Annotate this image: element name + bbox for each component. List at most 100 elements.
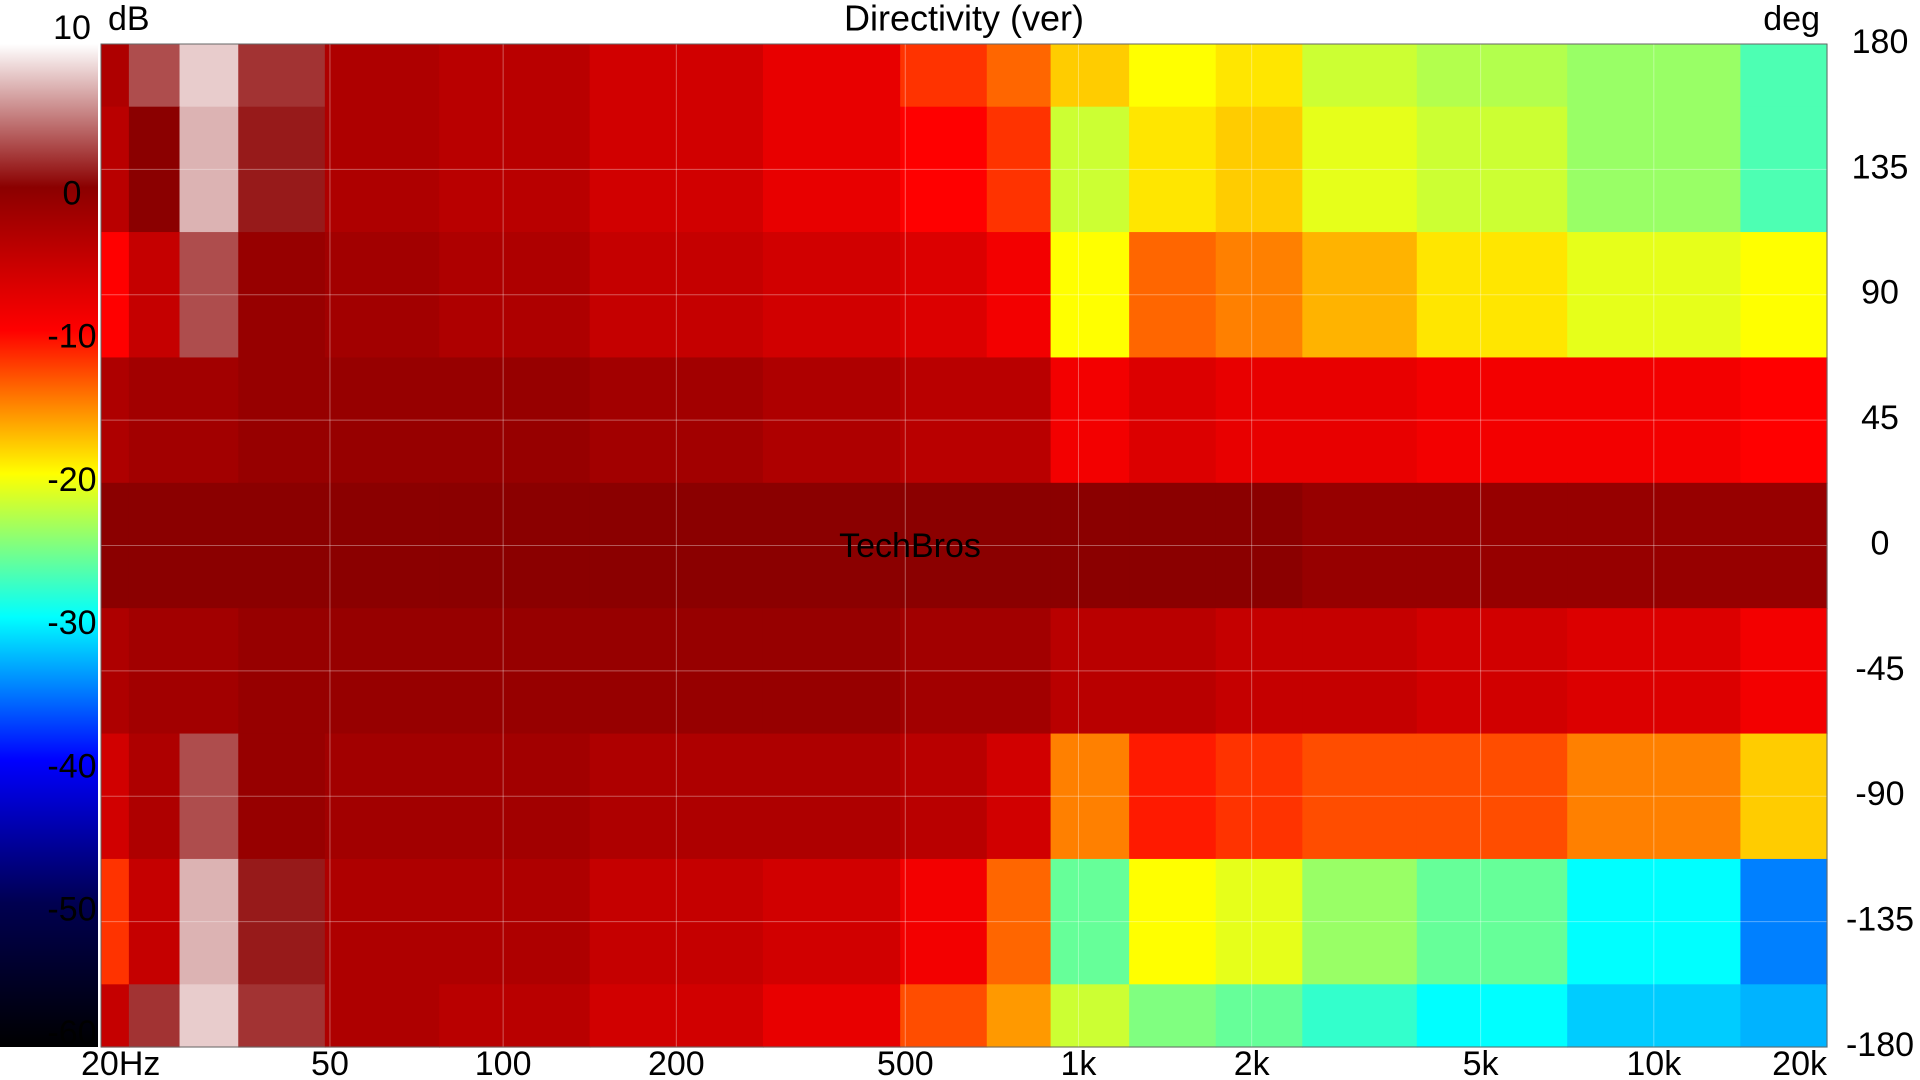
heat-cell — [324, 733, 440, 860]
heat-cell — [589, 984, 764, 1048]
heat-cell — [1302, 608, 1418, 735]
y-tick-label: 45 — [1861, 399, 1899, 437]
heat-cell — [128, 984, 181, 1048]
colorbar-tick-label: -50 — [47, 891, 96, 929]
heat-cell — [128, 357, 181, 484]
heat-cell — [1050, 608, 1130, 735]
heat-cell — [986, 733, 1052, 860]
heat-cell — [238, 733, 326, 860]
heat-cell — [589, 106, 764, 233]
heat-cell — [179, 482, 239, 609]
heat-cell — [1215, 44, 1303, 108]
heat-cell — [324, 44, 440, 108]
heat-cell — [238, 608, 326, 735]
heat-cell — [179, 858, 239, 985]
heat-cell — [762, 482, 901, 609]
x-tick-label: 20Hz — [81, 1045, 160, 1080]
heat-cell — [1050, 44, 1130, 108]
heat-cell — [900, 608, 988, 735]
heat-cell — [1050, 232, 1130, 359]
heat-cell — [1416, 232, 1568, 359]
heat-cell — [762, 357, 901, 484]
y-tick-label: 180 — [1852, 23, 1909, 61]
heat-cell — [439, 106, 591, 233]
heat-cell — [1567, 733, 1742, 860]
y-tick-label: -180 — [1846, 1026, 1914, 1064]
heat-cell — [1567, 858, 1742, 985]
heat-cell — [101, 608, 130, 735]
heat-cell — [179, 733, 239, 860]
heat-cell — [238, 858, 326, 985]
y-tick-label: -45 — [1855, 650, 1904, 688]
heat-cell — [1567, 106, 1742, 233]
heat-cell — [179, 608, 239, 735]
heat-cell — [1050, 733, 1130, 860]
colorbar-tick-label: -10 — [47, 318, 96, 356]
heat-cell — [128, 608, 181, 735]
heat-cell — [1740, 984, 1828, 1048]
heat-cell — [1050, 357, 1130, 484]
x-tick-label: 10k — [1626, 1045, 1682, 1080]
heat-cell — [128, 232, 181, 359]
heat-cell — [324, 608, 440, 735]
heat-cell — [324, 232, 440, 359]
heat-cell — [439, 733, 591, 860]
heat-cell — [1740, 608, 1828, 735]
heat-cell — [238, 482, 326, 609]
chart-title: Directivity (ver) — [844, 0, 1084, 39]
heat-cell — [1416, 608, 1568, 735]
heat-cell — [179, 984, 239, 1048]
heat-cell — [1416, 106, 1568, 233]
heat-cell — [128, 106, 181, 233]
heat-cell — [1416, 482, 1568, 609]
heat-cell — [1416, 357, 1568, 484]
heat-cell — [1302, 984, 1418, 1048]
heat-cell — [1416, 858, 1568, 985]
heat-cell — [1215, 357, 1303, 484]
heat-cell — [900, 858, 988, 985]
y-tick-label: -135 — [1846, 901, 1914, 939]
x-tick-label: 1k — [1061, 1045, 1098, 1080]
heat-cell — [1129, 44, 1217, 108]
heat-cell — [900, 44, 988, 108]
heat-cell — [762, 608, 901, 735]
x-tick-label: 5k — [1463, 1045, 1500, 1080]
x-tick-label: 200 — [648, 1045, 705, 1080]
heat-cell — [439, 232, 591, 359]
heat-cell — [439, 357, 591, 484]
heat-cell — [101, 106, 130, 233]
heat-cell — [101, 733, 130, 860]
heat-cell — [128, 44, 181, 108]
heat-cell — [900, 733, 988, 860]
overlay: 20Hz 50 100 200 500 1k 2k 5k 10k 20k 180 135 90 45 0 -4… — [81, 23, 1914, 1080]
y-tick-label: 90 — [1861, 274, 1899, 312]
heat-cell — [1740, 232, 1828, 359]
heat-cell — [439, 608, 591, 735]
heat-cell — [101, 858, 130, 985]
heat-cell — [1129, 232, 1217, 359]
heat-cell — [1129, 858, 1217, 985]
y-axis-unit: deg — [1763, 0, 1820, 38]
heat-cell — [101, 984, 130, 1048]
colorbar-tick-label: -30 — [47, 604, 96, 642]
heat-cell — [589, 733, 764, 860]
heat-cell — [324, 858, 440, 985]
heat-cell — [986, 608, 1052, 735]
colorbar-tick-label: 10 — [53, 9, 91, 47]
heat-cell — [238, 44, 326, 108]
x-tick-label: 100 — [475, 1045, 532, 1080]
heat-cell — [439, 858, 591, 985]
heat-cell — [900, 482, 988, 609]
heat-cell — [1740, 106, 1828, 233]
heat-cell — [1215, 608, 1303, 735]
heat-cell — [238, 106, 326, 233]
heat-cell — [1215, 482, 1303, 609]
heat-cell — [762, 44, 901, 108]
heat-cell — [1302, 357, 1418, 484]
heat-cell — [238, 232, 326, 359]
heat-cell — [1567, 232, 1742, 359]
watermark: TechBros — [839, 527, 981, 565]
heat-cell — [238, 357, 326, 484]
y-tick-label: 0 — [1871, 524, 1890, 562]
